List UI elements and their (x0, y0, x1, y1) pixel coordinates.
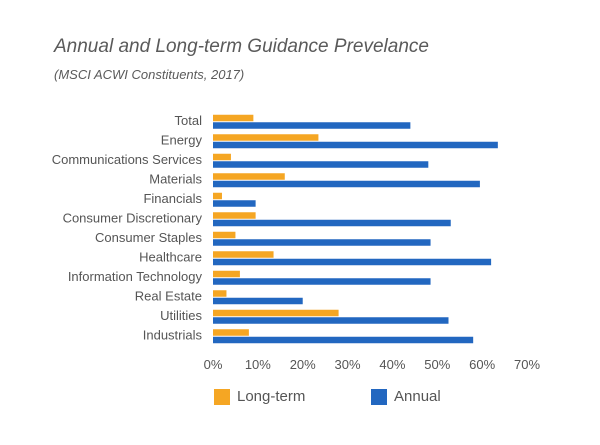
bar-long-term (213, 290, 227, 297)
x-tick-label: 50% (424, 357, 450, 372)
category-label: Communications Services (52, 152, 203, 167)
bar-long-term (213, 329, 249, 336)
category-labels: Total Energy Communications Services Materi… (52, 113, 203, 343)
bar-long-term (213, 173, 285, 180)
category-label: Utilities (160, 308, 202, 323)
legend-item-long-term: Long-term (214, 388, 305, 405)
bar-annual (213, 336, 474, 344)
bar-long-term (213, 192, 222, 200)
bar-annual (213, 258, 492, 266)
bar-annual (213, 180, 480, 188)
chart-subtitle: (MSCI ACWI Constituents, 2017) (54, 67, 245, 82)
bar-long-term (213, 212, 256, 219)
x-tick-label: 30% (335, 357, 361, 372)
bar-long-term (213, 231, 236, 239)
category-label: Healthcare (139, 250, 202, 265)
legend-item-annual: Annual (371, 388, 441, 405)
bar-long-term (213, 251, 274, 258)
category-label: Financials (143, 191, 202, 206)
bars (213, 114, 498, 344)
legend-label-long-term: Long-term (237, 388, 306, 405)
bar-long-term (213, 114, 254, 122)
x-tick-label: 20% (290, 357, 316, 372)
bar-long-term (213, 270, 240, 278)
bar-annual (213, 239, 431, 246)
bar-annual (213, 317, 449, 324)
bar-annual (213, 122, 411, 129)
bar-annual (213, 161, 429, 168)
x-tick-label: 70% (514, 357, 540, 372)
category-label: Consumer Discretionary (63, 211, 203, 226)
bar-long-term (213, 309, 339, 317)
chart-title: Annual and Long-term Guidance Prevelance (54, 36, 429, 57)
x-tick-label: 0% (204, 357, 223, 372)
legend-label-annual: Annual (394, 388, 441, 405)
bar-annual (213, 141, 498, 149)
bar-annual (213, 219, 451, 227)
category-label: Total (175, 113, 203, 128)
category-label: Real Estate (135, 289, 202, 304)
bar-long-term (213, 134, 319, 141)
category-label: Consumer Staples (95, 230, 202, 245)
bar-annual (213, 200, 256, 207)
bar-long-term (213, 153, 231, 161)
category-label: Industrials (143, 328, 203, 343)
x-tick-label: 60% (469, 357, 495, 372)
legend-swatch-long-term (214, 388, 230, 405)
category-label: Information Technology (68, 269, 203, 284)
category-label: Materials (149, 172, 202, 187)
bar-annual (213, 297, 303, 305)
legend-swatch-annual (371, 388, 387, 405)
category-label: Energy (161, 133, 203, 148)
x-tick-label: 10% (245, 357, 271, 372)
bar-annual (213, 278, 431, 285)
x-tick-label: 40% (379, 357, 405, 372)
x-tick-labels: 0% 10% 20% 30% 40% 50% 60% 70% (204, 357, 541, 372)
